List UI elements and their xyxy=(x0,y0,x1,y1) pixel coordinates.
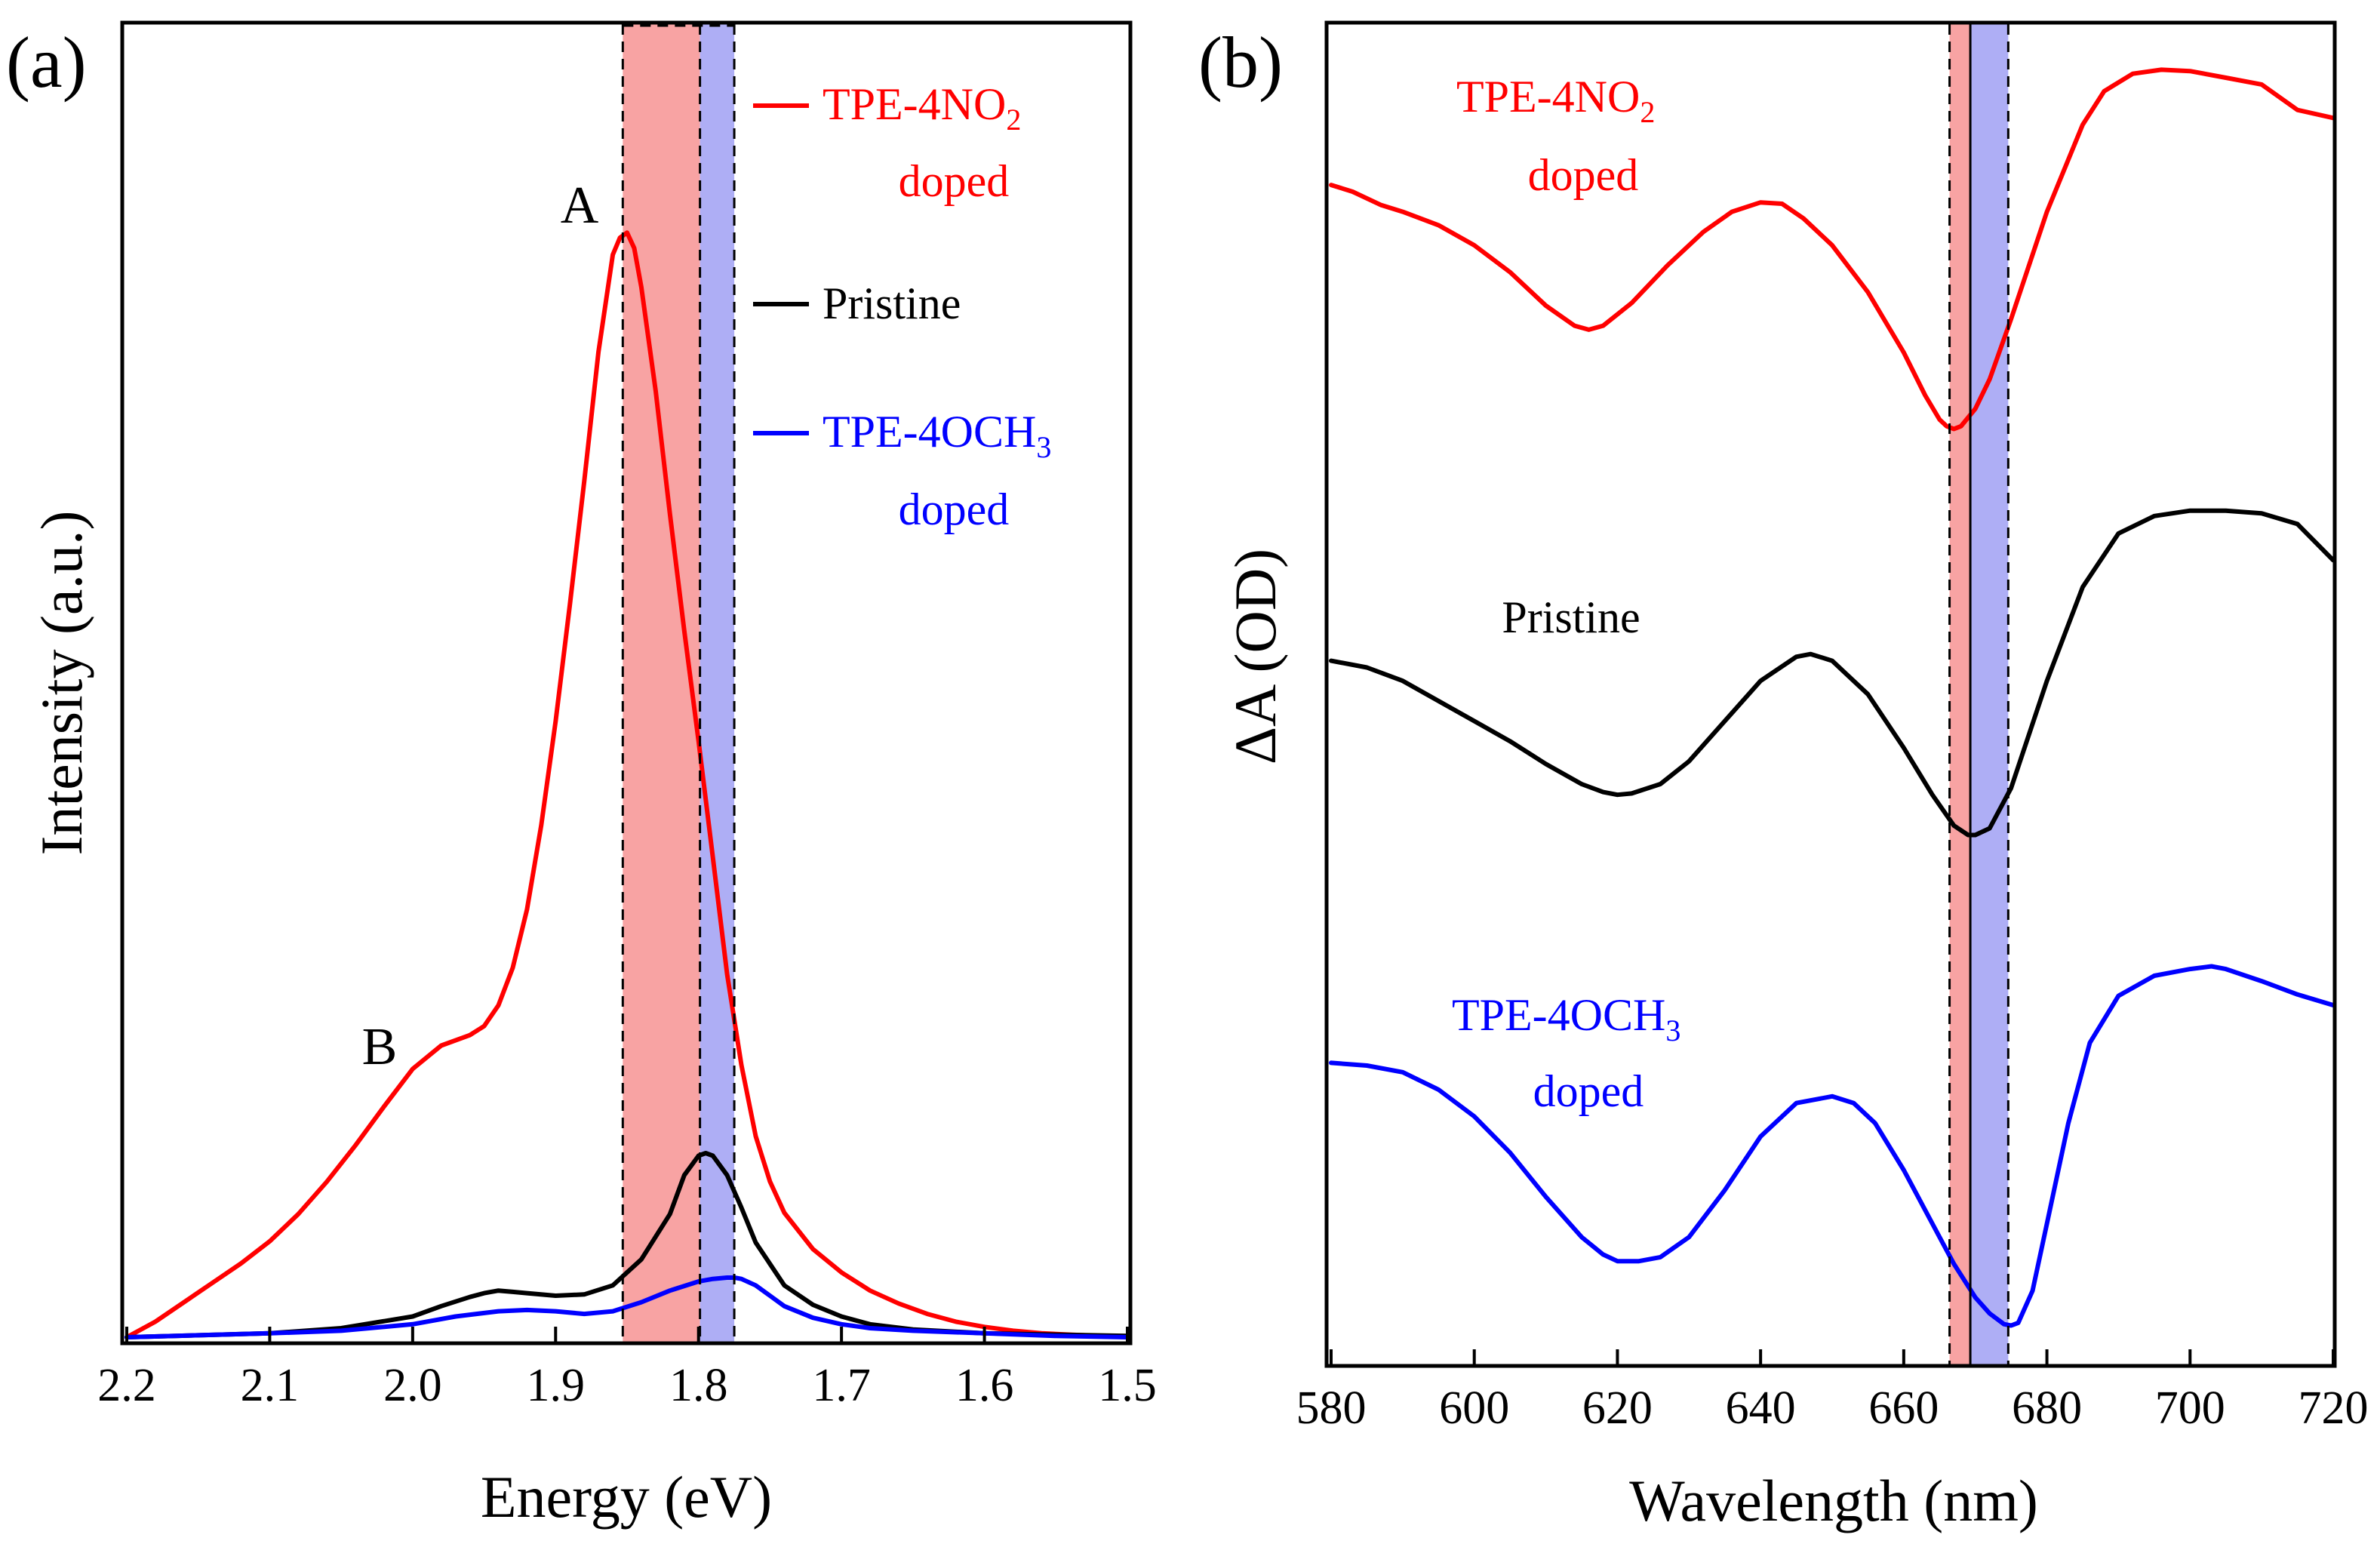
x-tick-label-1.5: 1.5 xyxy=(1098,1360,1157,1411)
series-line-tpe-4och3-doped xyxy=(125,1275,1130,1339)
series-line-tpe-4och3-doped xyxy=(1329,964,2335,1328)
series-line-tpe-4no2-doped xyxy=(125,230,1130,1339)
panel-a-x-ticks: 2.2 2.1 2.0 1.9 1.8 1.7 1.6 1.5 xyxy=(97,1327,1157,1411)
panel-a-frame xyxy=(120,20,1133,1346)
panel-b-label: (b) xyxy=(1198,22,1283,103)
panel-a-x-axis-label: Energy (eV) xyxy=(481,1464,772,1530)
panel-a-bands xyxy=(623,24,735,1342)
panel-a-label: (a) xyxy=(6,22,87,103)
panel-a-annotation-b: B xyxy=(362,1018,398,1076)
shaded-band-1 xyxy=(623,24,700,1342)
panel-a-series xyxy=(125,230,1130,1339)
x-tick-label-700: 700 xyxy=(2155,1383,2225,1434)
panel-a-y-axis-label: Intensity (a.u.) xyxy=(29,510,94,855)
legend-label-methoxy: TPE-4OCH3 xyxy=(823,407,1051,464)
panel-b-label-pristine: Pristine xyxy=(1502,592,1640,642)
shaded-band-2 xyxy=(700,24,735,1342)
panel-b-frame xyxy=(1324,20,2337,1368)
legend-label-pristine: Pristine xyxy=(823,278,961,328)
panel-b-label-methoxy: TPE-4OCH3 xyxy=(1452,990,1680,1047)
panel-b-label-nitro: TPE-4NO2 xyxy=(1456,72,1655,129)
legend-label-methoxy-line2: doped xyxy=(899,484,1010,534)
panel-b-x-axis-label: Wavelength (nm) xyxy=(1629,1468,2038,1533)
panel-b-x-ticks: 580 600 620 640 660 680 700 720 xyxy=(1296,1349,2369,1434)
panel-a-annotation-a: A xyxy=(561,177,599,235)
panel-a: (a) 2.2 2.1 2.0 1.9 1.8 1.7 1.6 1.5 A B TPE-4NO… xyxy=(6,20,1157,1530)
legend-label-nitro-line2: doped xyxy=(899,156,1010,206)
x-tick-label-1.9: 1.9 xyxy=(527,1360,586,1411)
shaded-band-2 xyxy=(1970,24,2009,1364)
series-line-tpe-4no2-doped xyxy=(1329,67,2335,432)
x-tick-label-600: 600 xyxy=(1439,1383,1509,1434)
panel-b-y-axis-label: ΔA (OD) xyxy=(1222,549,1288,764)
x-tick-label-2.2: 2.2 xyxy=(97,1360,156,1411)
series-line-pristine xyxy=(125,1151,1130,1339)
x-tick-label-2.1: 2.1 xyxy=(241,1360,300,1411)
x-tick-label-1.7: 1.7 xyxy=(812,1360,871,1411)
panel-b: (b) 580 600 620 640 660 680 700 720 TPE-4NO2 do… xyxy=(1198,20,2369,1533)
x-tick-label-660: 660 xyxy=(1868,1383,1939,1434)
x-tick-label-1.8: 1.8 xyxy=(669,1360,728,1411)
legend-label-nitro: TPE-4NO2 xyxy=(823,79,1021,137)
panel-b-bands xyxy=(1949,24,2009,1364)
x-tick-label-640: 640 xyxy=(1726,1383,1796,1434)
x-tick-label-580: 580 xyxy=(1296,1383,1367,1434)
panel-b-label-nitro-line2: doped xyxy=(1528,150,1639,200)
shaded-band-1 xyxy=(1949,24,1971,1364)
panel-b-label-methoxy-line2: doped xyxy=(1533,1066,1644,1116)
series-line-pristine xyxy=(1329,508,2335,838)
x-tick-label-720: 720 xyxy=(2299,1383,2369,1434)
panel-b-series xyxy=(1329,67,2335,1328)
panel-a-legend: TPE-4NO2 doped Pristine TPE-4OCH3 doped xyxy=(753,79,1051,534)
x-tick-label-620: 620 xyxy=(1582,1383,1653,1434)
panel-a-dashed-lines xyxy=(621,24,736,1342)
x-tick-label-680: 680 xyxy=(2012,1383,2082,1434)
x-tick-label-1.6: 1.6 xyxy=(955,1360,1014,1411)
panel-b-marker-lines xyxy=(1948,24,2009,1364)
x-tick-label-2.0: 2.0 xyxy=(383,1360,442,1411)
